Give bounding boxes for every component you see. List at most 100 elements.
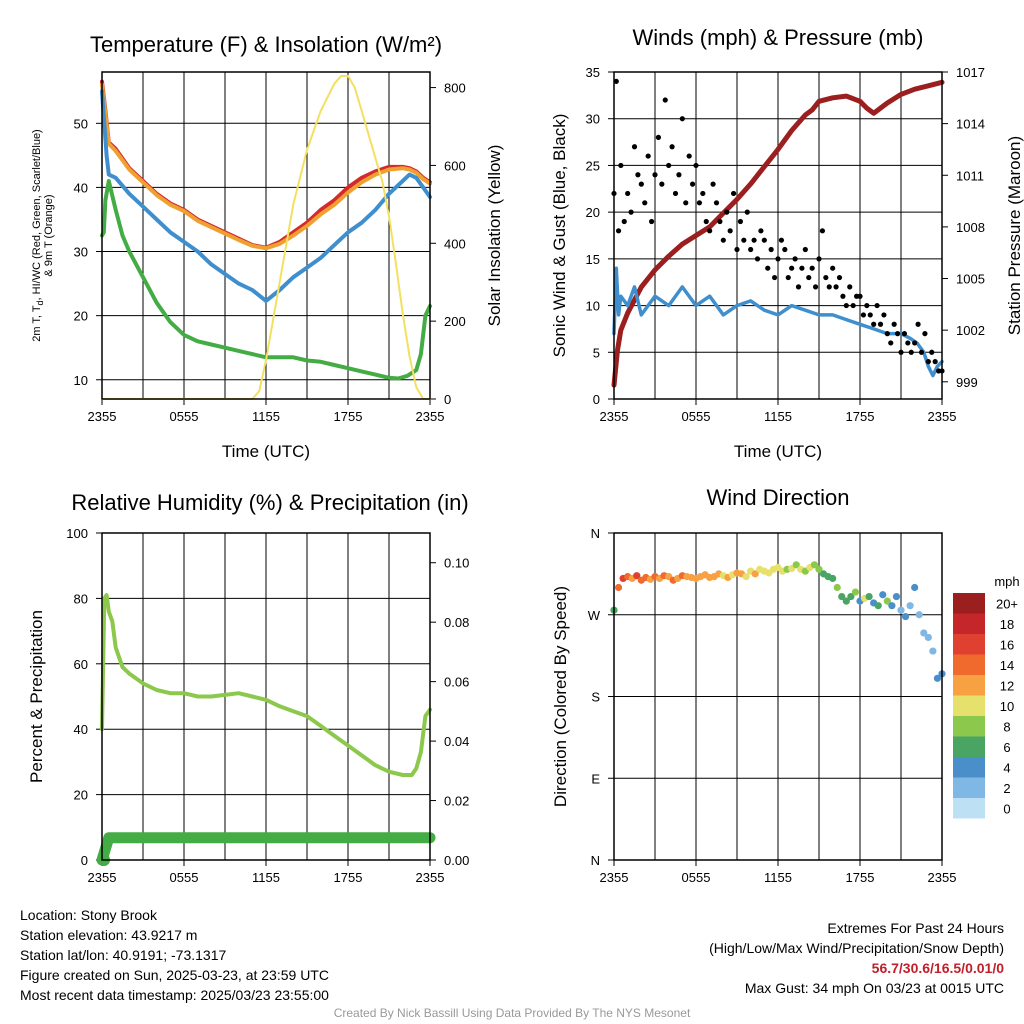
gust-point [700,190,706,197]
y-axis-label: Percent & Precipitation [27,610,46,783]
gust-point [621,218,627,225]
gust-point [929,349,935,355]
legend-label: 12 [1000,678,1014,693]
gust-point [871,321,877,327]
direction-point [924,633,932,642]
direction-point [751,570,759,578]
y2-tick-label: 1002 [956,323,985,338]
gust-point [823,274,829,281]
gust-point [816,256,822,262]
y-tick-label: 80 [74,591,88,606]
gust-point [918,349,925,355]
plot-border [101,71,431,400]
gust-point [635,172,641,178]
series-line-4 [100,179,432,381]
series-line-5 [101,74,431,400]
y-tick-label: S [591,690,600,705]
direction-point [915,611,923,619]
gust-point [898,349,904,355]
gust-point [672,190,679,197]
station-info: Location: Stony Brook Station elevation:… [20,905,329,1005]
gust-point [693,162,699,169]
y-axis-label: Direction (Colored By Speed) [551,586,570,807]
gust-point [860,312,867,318]
gust-point [925,359,931,365]
y2-tick-label: 0.06 [444,675,469,690]
series-line-precip [96,832,436,866]
y-tick-label: 0 [593,392,600,407]
x-tick-label: 1755 [334,870,363,885]
gust-point [737,218,744,225]
y2-tick-label: 0.04 [444,734,469,749]
x-tick-label: 1155 [764,409,792,424]
gust-point [789,265,795,271]
gust-point [894,331,901,337]
direction-point [906,602,914,610]
gust-point [819,228,826,234]
direction-point [815,565,823,573]
y2-axis-label: Station Pressure (Maroon) [1005,136,1024,335]
y-tick-label: W [588,608,601,623]
legend-swatch [953,634,985,655]
direction-point [933,674,942,682]
legend-swatch [953,613,985,634]
direction-point [920,629,928,637]
gust-point [707,228,713,234]
speed-legend: mph 20+ 18 16 14 12 10 8 6 4 2 0 [953,574,1020,819]
x-tick-label: 2355 [928,870,957,885]
y-tick-label: 30 [74,245,88,260]
gust-point [648,218,655,225]
direction-point [842,597,850,605]
legend-swatch [953,757,985,778]
direction-point [888,602,896,610]
gust-point [905,340,911,346]
gust-point [912,340,918,346]
gust-point [932,359,938,365]
x-tick-label: 0555 [682,870,711,885]
gust-point [874,302,880,309]
gust-point [652,172,658,178]
y-tick-label: 30 [586,112,600,127]
direction-point [883,597,891,605]
station-elevation: Station elevation: 43.9217 m [20,927,198,943]
x-tick-label: 1155 [252,870,280,885]
direction-point [911,583,919,592]
y2-tick-label: 1017 [956,65,985,80]
gust-point [891,321,897,327]
y-tick-label: 10 [74,373,88,388]
gust-point [809,265,815,271]
y-tick-label: 20 [74,788,88,803]
gust-point [662,97,668,103]
y-axis-label-line2: & 9m T (Orange) [43,194,55,276]
gust-point [744,209,750,215]
chart-title: Relative Humidity (%) & Precipitation (i… [71,490,468,515]
y-tick-label: 20 [74,309,88,324]
gust-point [724,209,730,215]
x-tick-label: 0555 [170,409,199,424]
y2-tick-label: 1008 [956,220,985,235]
direction-point [879,591,887,599]
y2-axis-label: Solar Insolation (Yellow) [485,145,504,327]
series-line-1 [611,79,945,388]
gust-point [833,284,839,290]
gust-point [806,274,812,281]
gust-point [631,144,638,150]
gust-point [628,209,634,215]
y2-tick-label: 0.02 [444,794,469,809]
legend-label: 20+ [996,596,1018,611]
gust-point [669,144,675,150]
gust-point [642,200,648,206]
gust-point [922,331,928,337]
x-tick-label: 1155 [252,409,280,424]
extremes-subtitle: (High/Low/Max Wind/Precipitation/Snow De… [709,940,1004,956]
gust-point [618,162,624,169]
extremes-box: Extremes For Past 24 Hours (High/Low/Max… [709,918,1004,998]
legend-swatch [953,716,985,737]
gust-point [659,181,665,187]
gust-point [734,246,740,253]
gust-point [741,237,747,243]
credit-line: Created By Nick Bassill Using Data Provi… [333,1006,691,1020]
gust-point [696,200,703,206]
gust-point [840,293,846,299]
gust-point [655,134,662,140]
